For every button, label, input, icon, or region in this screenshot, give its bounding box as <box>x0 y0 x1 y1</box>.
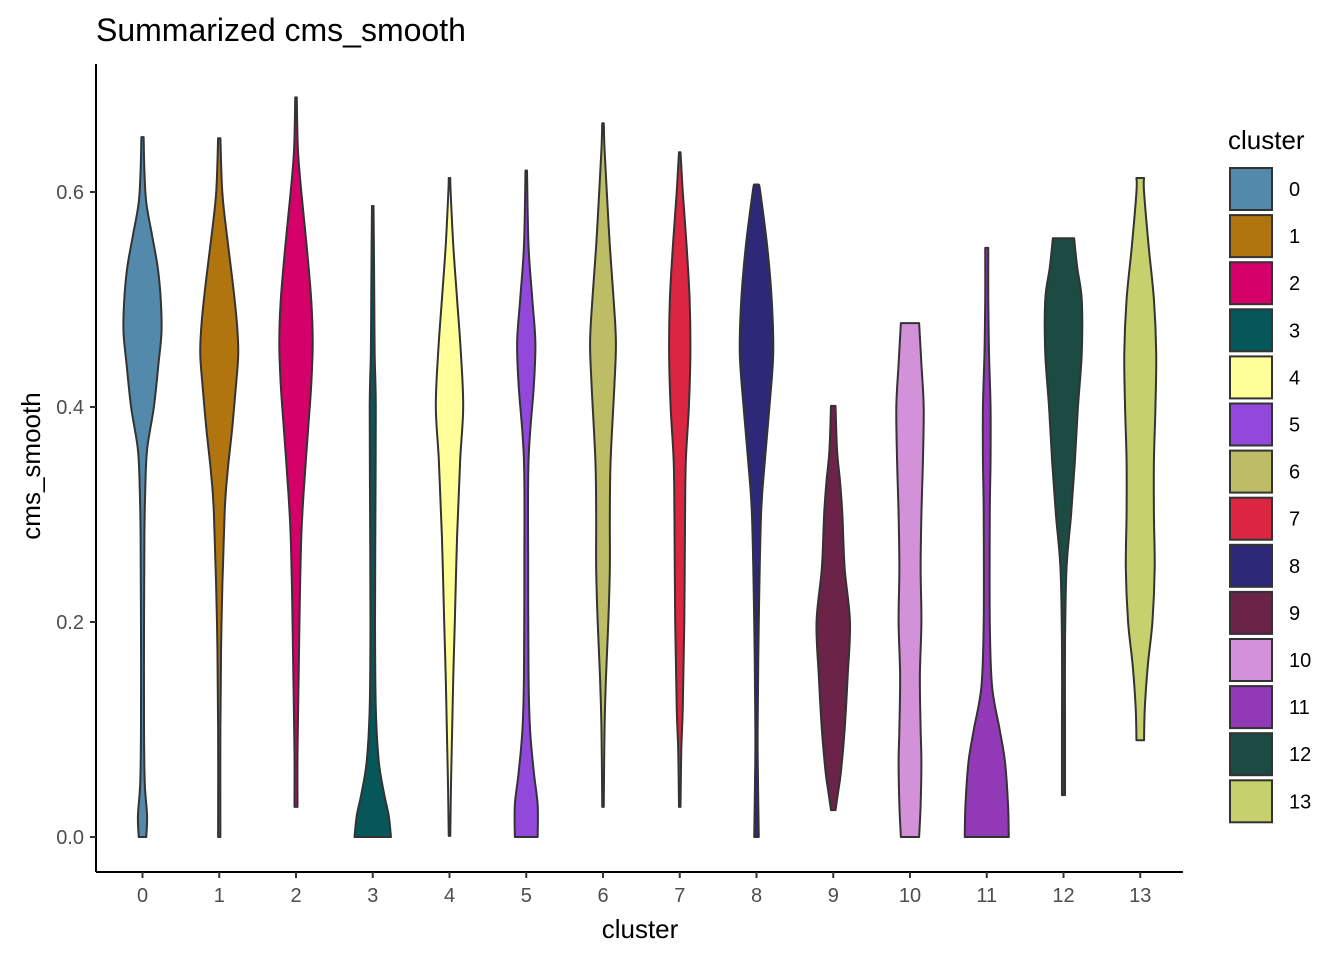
violin-cluster-1 <box>199 137 240 838</box>
legend-label: 6 <box>1289 462 1300 484</box>
legend-label: 3 <box>1289 320 1300 342</box>
legend-key-5 <box>1229 402 1273 447</box>
x-tick-label: 2 <box>290 885 301 907</box>
x-tick-label: 5 <box>521 885 532 907</box>
legend-key-7 <box>1229 496 1273 541</box>
y-tick-label: 0.4 <box>56 397 84 419</box>
x-tick-label: 9 <box>828 885 839 907</box>
x-tick-label: 13 <box>1129 885 1151 907</box>
legend-key-8 <box>1229 543 1273 588</box>
violin-cluster-11 <box>963 246 1010 838</box>
legend-label: 2 <box>1289 273 1300 295</box>
legend-key-3 <box>1229 308 1273 353</box>
legend-key-9 <box>1229 590 1273 635</box>
legend-title: cluster <box>1228 125 1305 155</box>
x-tick-label: 7 <box>674 885 685 907</box>
chart-title: Summarized cms_smooth <box>96 12 466 48</box>
x-tick-label: 0 <box>137 885 148 907</box>
legend-label: 12 <box>1289 744 1311 766</box>
violin-cluster-9 <box>815 404 852 812</box>
legend-key-6 <box>1229 449 1273 494</box>
legend-label: 13 <box>1289 791 1311 813</box>
violin-cluster-0 <box>122 136 163 838</box>
legend-key-4 <box>1229 355 1273 400</box>
x-tick-label: 4 <box>444 885 455 907</box>
violin-cluster-7 <box>668 151 692 808</box>
legend-key-10 <box>1229 638 1273 682</box>
violin-cluster-8 <box>738 183 775 838</box>
x-tick-label: 12 <box>1052 885 1074 907</box>
x-axis-title: cluster <box>602 914 679 944</box>
legend-label: 4 <box>1289 367 1300 389</box>
violin-cluster-10 <box>895 322 925 838</box>
legend-label: 8 <box>1289 556 1300 578</box>
x-tick-label: 3 <box>367 885 378 907</box>
legend-key-13 <box>1229 779 1273 824</box>
legend-key-12 <box>1229 732 1273 777</box>
legend-label: 9 <box>1289 603 1300 625</box>
axes: 0.00.20.40.60 1 2 3 4 5 6 7 8 9 10 11 12 13 <box>56 64 1183 907</box>
legend-label: 7 <box>1289 509 1300 531</box>
violin-cluster-6 <box>589 122 617 808</box>
violin-cluster-2 <box>278 96 314 808</box>
legend-label: 1 <box>1289 226 1300 248</box>
x-tick-label: 10 <box>899 885 921 907</box>
legend-key-0 <box>1229 167 1273 211</box>
y-tick-label: 0.6 <box>56 182 84 204</box>
x-tick-label: 8 <box>751 885 762 907</box>
y-tick-label: 0.2 <box>56 612 84 634</box>
legend-label: 5 <box>1289 415 1300 437</box>
legend-key-1 <box>1229 214 1273 259</box>
violin-cluster-12 <box>1043 237 1084 797</box>
violin-cluster-5 <box>513 169 539 838</box>
y-axis-title: cms_smooth <box>16 392 46 539</box>
legend-key-11 <box>1229 685 1273 730</box>
legend-label: 0 <box>1289 179 1300 201</box>
x-tick-label: 1 <box>214 885 225 907</box>
plot-area <box>122 96 1158 838</box>
legend-key-2 <box>1229 261 1273 306</box>
legend-label: 11 <box>1289 697 1310 719</box>
violin-cluster-13 <box>1123 177 1158 742</box>
y-tick-label: 0.0 <box>56 827 84 849</box>
violin-cluster-4 <box>434 177 465 837</box>
x-tick-label: 6 <box>597 885 608 907</box>
legend-label: 10 <box>1289 650 1311 672</box>
violin-cluster-3 <box>353 204 392 838</box>
x-tick-label: 11 <box>976 885 997 907</box>
